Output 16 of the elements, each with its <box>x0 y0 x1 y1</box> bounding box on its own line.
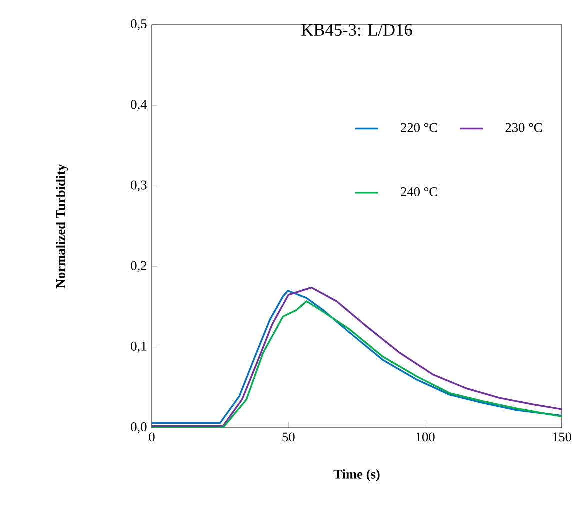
y-tick-label: 0,3 <box>131 180 147 192</box>
x-tick-label: 100 <box>416 432 435 442</box>
legend-label: 220 °C <box>401 123 438 132</box>
legend-label: 240 °C <box>401 187 438 196</box>
y-tick-label: 0,0 <box>131 422 147 434</box>
chart-title: KB45-3: L/D16 <box>302 24 412 36</box>
x-tick-label: 50 <box>282 432 295 442</box>
y-axis-title: Normalized Turbidity <box>56 164 68 288</box>
y-tick-label: 0,2 <box>131 261 147 272</box>
x-tick-label: 150 <box>553 432 572 442</box>
legend-label: 230 °C <box>506 123 542 132</box>
y-tick-label: 0,4 <box>131 100 148 112</box>
y-tick-label: 0,5 <box>131 20 147 30</box>
x-axis-title: Time (s) <box>334 470 380 482</box>
x-tick-label: 0 <box>149 432 155 442</box>
y-tick-label: 0,1 <box>131 342 147 353</box>
